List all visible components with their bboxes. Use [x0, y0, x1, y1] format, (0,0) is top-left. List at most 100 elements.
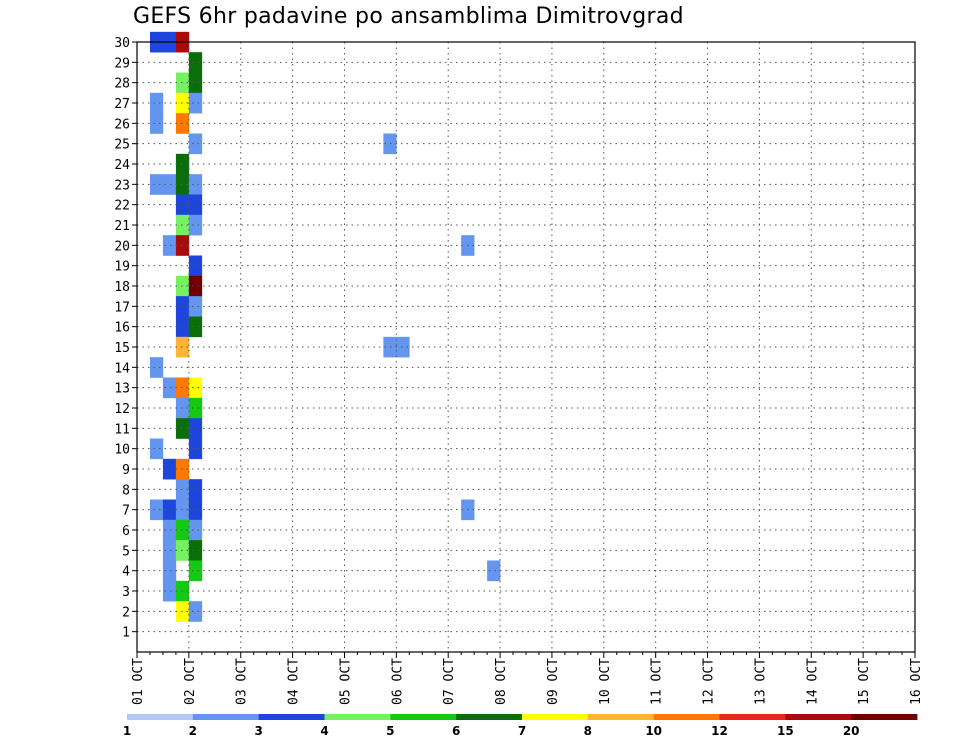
heatmap-cell — [175, 153, 190, 175]
y-tick-label: 23 — [114, 178, 130, 193]
colorbar-swatch — [522, 714, 589, 720]
x-tick-label: 14 OCT — [805, 658, 820, 705]
heatmap-cell — [175, 235, 190, 256]
colorbar-swatch — [127, 714, 194, 720]
y-tick-label: 17 — [114, 300, 130, 315]
heatmap-cell — [188, 499, 203, 521]
colorbar-swatch — [653, 714, 720, 720]
y-tick-label: 8 — [122, 483, 130, 498]
heatmap-cell — [188, 194, 203, 216]
heatmap-cell — [175, 397, 190, 419]
y-tick-label: 29 — [114, 56, 130, 71]
grid-lines — [137, 42, 915, 652]
heatmap-cell — [149, 499, 164, 521]
y-tick-label: 18 — [114, 280, 130, 295]
colorbar-swatch — [324, 714, 391, 720]
heatmap-cell — [162, 499, 177, 521]
colorbar-label: 6 — [452, 724, 460, 738]
y-tick-label: 2 — [122, 605, 130, 620]
heatmap-cell — [149, 357, 164, 378]
y-tick-label: 20 — [114, 239, 130, 254]
heatmap-cell — [149, 113, 164, 134]
y-tick-label: 19 — [114, 260, 130, 275]
y-tick-label: 26 — [114, 117, 130, 132]
colorbar-swatch — [390, 714, 457, 720]
heatmap-cell — [149, 92, 164, 114]
y-tick-label: 22 — [114, 199, 130, 214]
heatmap-cell — [396, 336, 410, 358]
heatmap-cell — [188, 560, 203, 582]
heatmap-cell — [188, 397, 203, 419]
heatmap-cell — [162, 174, 177, 195]
y-tick-label: 12 — [114, 402, 130, 417]
colorbar-swatch — [192, 714, 260, 720]
chart-title: GEFS 6hr padavine po ansamblima Dimitrov… — [133, 4, 684, 29]
heatmap-cells — [149, 31, 501, 622]
heatmap-cell — [188, 519, 203, 541]
heatmap-cell — [149, 438, 164, 460]
heatmap-cell — [175, 113, 190, 134]
heatmap-cell — [188, 133, 203, 155]
x-tick-label: 12 OCT — [702, 658, 717, 705]
heatmap-cell — [175, 275, 190, 297]
heatmap-cell — [175, 479, 190, 500]
x-tick-label: 10 OCT — [598, 658, 613, 705]
x-tick-label: 02 OCT — [183, 658, 198, 705]
heatmap-cell — [175, 580, 190, 602]
x-tick-label: 08 OCT — [494, 658, 509, 705]
heatmap-cell — [149, 174, 164, 195]
heatmap-cell — [188, 255, 203, 277]
colorbar-swatch — [456, 714, 523, 720]
colorbar-label: 15 — [777, 724, 794, 738]
colorbar-swatch — [851, 714, 918, 720]
heatmap-cell — [188, 540, 203, 561]
y-tick-label: 10 — [114, 443, 130, 458]
y-tick-label: 28 — [114, 77, 130, 92]
heatmap-cell — [175, 194, 190, 216]
heatmap-cell — [162, 540, 177, 561]
x-tick-label: 13 OCT — [753, 658, 768, 705]
heatmap-cell — [175, 499, 190, 521]
axes: 1234567891011121314151617181920212223242… — [114, 36, 924, 705]
colorbar-label: 10 — [645, 724, 662, 738]
heatmap-cell — [188, 275, 203, 297]
heatmap-cell — [175, 519, 190, 541]
colorbar-swatch — [587, 714, 655, 720]
colorbar-swatch — [785, 714, 852, 720]
colorbar-swatch — [719, 714, 786, 720]
x-tick-label: 09 OCT — [546, 658, 561, 705]
heatmap-cell — [175, 174, 190, 195]
y-tick-label: 3 — [122, 585, 130, 600]
x-tick-label: 05 OCT — [338, 658, 353, 705]
heatmap-cell — [162, 377, 177, 399]
colorbar-label: 20 — [843, 724, 860, 738]
heatmap-cell — [175, 601, 190, 622]
colorbar-label: 7 — [518, 724, 526, 738]
y-tick-label: 27 — [114, 97, 130, 112]
colorbar-swatch — [258, 714, 325, 720]
heatmap-cell — [175, 377, 190, 399]
heatmap-cell — [188, 377, 203, 399]
y-tick-label: 4 — [122, 565, 130, 580]
heatmap-cell — [188, 72, 203, 94]
heatmap-cell — [188, 601, 203, 622]
y-tick-label: 11 — [114, 422, 130, 437]
heatmap-cell — [175, 418, 190, 439]
heatmap-cell — [188, 214, 203, 236]
y-tick-label: 15 — [114, 341, 130, 356]
colorbar-label: 4 — [320, 724, 328, 738]
heatmap-cell — [162, 519, 177, 541]
heatmap-cell — [175, 92, 190, 114]
y-tick-label: 16 — [114, 321, 130, 336]
heatmap-cell — [175, 214, 190, 236]
y-tick-label: 24 — [114, 158, 130, 173]
x-tick-label: 11 OCT — [650, 658, 665, 705]
x-tick-label: 15 OCT — [857, 658, 872, 705]
y-tick-label: 30 — [114, 36, 130, 51]
heatmap-cell — [188, 174, 203, 195]
x-tick-label: 07 OCT — [442, 658, 457, 705]
colorbar-label: 5 — [386, 724, 394, 738]
heatmap-cell — [175, 540, 190, 561]
y-tick-label: 21 — [114, 219, 130, 234]
